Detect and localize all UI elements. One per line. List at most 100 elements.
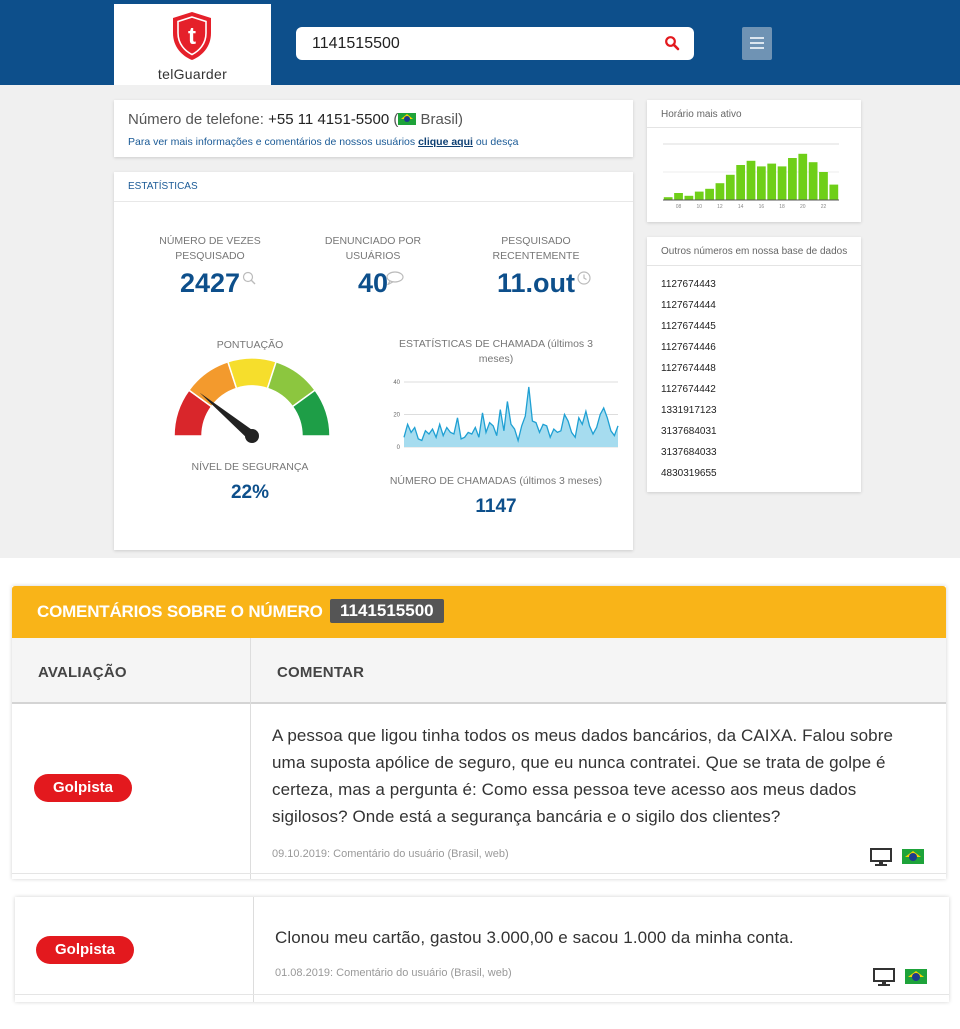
hamburger-icon xyxy=(750,37,764,39)
brazil-flag-icon xyxy=(902,849,924,864)
other-numbers-title: Outros números em nossa base de dados xyxy=(661,246,848,257)
svg-text:t: t xyxy=(188,23,196,50)
hour-bar xyxy=(798,153,808,200)
divider xyxy=(114,201,633,202)
other-numbers-card: Outros números em nossa base de dados 11… xyxy=(647,237,861,492)
hour-bar xyxy=(725,174,735,200)
active-hour-title: Horário mais ativo xyxy=(661,109,742,120)
stat-recent-date: 11.out xyxy=(496,268,576,298)
calls-area xyxy=(404,386,618,447)
stat-reported-label: DENUNCIADO POR USUÁRIOS xyxy=(324,235,422,262)
desktop-icon xyxy=(873,968,895,986)
comments-header: COMENTÁRIOS SOBRE O NÚMERO 1141515500 xyxy=(12,586,946,638)
site-header: t telGuarder xyxy=(0,0,960,85)
other-number-item[interactable]: 3137684033 xyxy=(661,447,717,458)
statistics-title: ESTATÍSTICAS xyxy=(128,181,198,192)
x-tick-label: 14 xyxy=(738,204,744,210)
search-box[interactable] xyxy=(296,27,694,60)
safety-level-value: 22% xyxy=(230,482,270,503)
x-tick-label: 16 xyxy=(759,204,765,210)
other-number-item[interactable]: 1331917123 xyxy=(661,405,717,416)
comments-section: COMENTÁRIOS SOBRE O NÚMERO 1141515500 AV… xyxy=(12,586,946,879)
other-number-item[interactable]: 1127674443 xyxy=(661,279,716,290)
clock-icon xyxy=(577,271,591,285)
other-number-item[interactable]: 1127674442 xyxy=(661,384,716,395)
active-hour-card: Horário mais ativo 08 10 12 14 16 18 20 22 xyxy=(647,100,861,222)
comments-header-number: 1141515500 xyxy=(330,599,444,623)
phone-info-page: t telGuarder Número de telefone: +55 11 … xyxy=(0,0,960,558)
hour-bar xyxy=(705,188,714,200)
comment-line: Clonou meu cartão, gastou 3.000,00 e sac… xyxy=(275,928,794,947)
other-numbers-list: 1127674443 1127674444 1127674445 1127674446… xyxy=(661,279,717,489)
brazil-flag-icon xyxy=(398,113,417,125)
score-label: PONTUAÇÃO xyxy=(216,339,284,351)
row-divider xyxy=(12,873,946,874)
hour-bar xyxy=(829,184,839,200)
other-number-item[interactable]: 1127674445 xyxy=(661,321,716,332)
gauge-hub xyxy=(245,429,259,443)
hour-bar xyxy=(746,160,756,200)
country-name: Brasil xyxy=(420,111,459,128)
y-tick-label: 0 xyxy=(397,445,401,451)
comment-line: certeza, mas a pergunta é: Como essa pes… xyxy=(272,780,857,799)
column-divider xyxy=(250,638,251,879)
hour-bar xyxy=(819,172,828,200)
comment-line: A pessoa que ligou tinha todos os meus d… xyxy=(272,726,894,745)
other-number-item[interactable]: 1127674448 xyxy=(661,363,716,374)
phone-label: Número de telefone: xyxy=(128,111,269,128)
other-number-item[interactable]: 1127674446 xyxy=(661,342,716,353)
speech-bubble-icon xyxy=(386,271,404,285)
desktop-icon xyxy=(870,848,892,866)
gauge-segment xyxy=(291,389,331,437)
other-number-item[interactable]: 3137684031 xyxy=(661,426,717,437)
y-tick-label: 20 xyxy=(393,413,400,419)
other-number-item[interactable]: 4830319655 xyxy=(661,468,717,479)
phone-number: +55 11 4151-5500 xyxy=(268,111,390,128)
hour-bar xyxy=(694,191,704,200)
hour-bar xyxy=(736,165,746,200)
calls-count-value: 1147 xyxy=(475,496,517,517)
paren-close: ) xyxy=(458,111,464,128)
search-input[interactable] xyxy=(312,34,642,54)
stat-reported-value: 40 xyxy=(358,268,404,299)
comments-section-continued: Golpista Clonou meu cartão, gastou 3.000… xyxy=(15,897,949,1002)
phone-subtext: Para ver mais informações e comentários … xyxy=(128,136,518,148)
comment-text: Clonou meu cartão, gastou 3.000,00 e sac… xyxy=(275,924,794,951)
stat-recent-value: 11.out xyxy=(496,268,591,299)
hour-bar xyxy=(808,162,818,200)
stat-searched-value: 2427 xyxy=(180,268,256,299)
hour-bar xyxy=(788,158,797,200)
comment-line: uma suposta apólice de seguro, que eu nu… xyxy=(272,753,886,772)
magnifier-icon xyxy=(242,271,256,285)
comment-meta: 09.10.2019: Comentário do usuário (Brasi… xyxy=(272,848,509,860)
calls-line xyxy=(403,386,619,443)
logo-text: telGuarder xyxy=(157,66,228,82)
hour-bar xyxy=(715,183,725,200)
calls-count-label: NÚMERO DE CHAMADAS (últimos 3 meses) xyxy=(389,475,603,487)
phone-number-card: Número de telefone: +55 11 4151-5500 ( B… xyxy=(114,100,633,157)
phone-number-heading: Número de telefone: +55 11 4151-5500 ( B… xyxy=(128,111,463,128)
x-tick-label: 18 xyxy=(779,204,785,210)
menu-button[interactable] xyxy=(742,27,772,60)
subtext-suffix: ou desça xyxy=(472,136,519,148)
hour-bar xyxy=(756,166,766,200)
stat-searched: NÚMERO DE VEZES PESQUISADO 2427 xyxy=(145,234,275,299)
hour-bar xyxy=(684,195,694,200)
comment-text: A pessoa que ligou tinha todos os meus d… xyxy=(272,722,893,830)
call-stats-chart: 0 20 40 xyxy=(393,380,619,451)
gauge-needle xyxy=(199,392,256,440)
click-here-link[interactable]: clique aqui xyxy=(418,136,473,148)
search-icon[interactable] xyxy=(664,35,680,51)
column-rating: AVALIAÇÃO xyxy=(38,664,127,681)
shield-logo-icon: t xyxy=(173,12,211,60)
active-hour-chart: 08 10 12 14 16 18 20 22 xyxy=(663,143,839,210)
other-number-item[interactable]: 1127674444 xyxy=(661,300,716,311)
brazil-flag-icon xyxy=(905,969,927,984)
x-tick-label: 10 xyxy=(696,204,702,210)
safety-gauge xyxy=(173,357,331,443)
logo[interactable]: t telGuarder xyxy=(114,4,271,85)
safety-level-label: NÍVEL DE SEGURANÇA xyxy=(191,461,309,473)
hour-bar xyxy=(777,166,787,200)
call-stats-label: ESTATÍSTICAS DE CHAMADA (últimos 3 meses… xyxy=(399,338,593,365)
hour-bar xyxy=(663,197,673,200)
